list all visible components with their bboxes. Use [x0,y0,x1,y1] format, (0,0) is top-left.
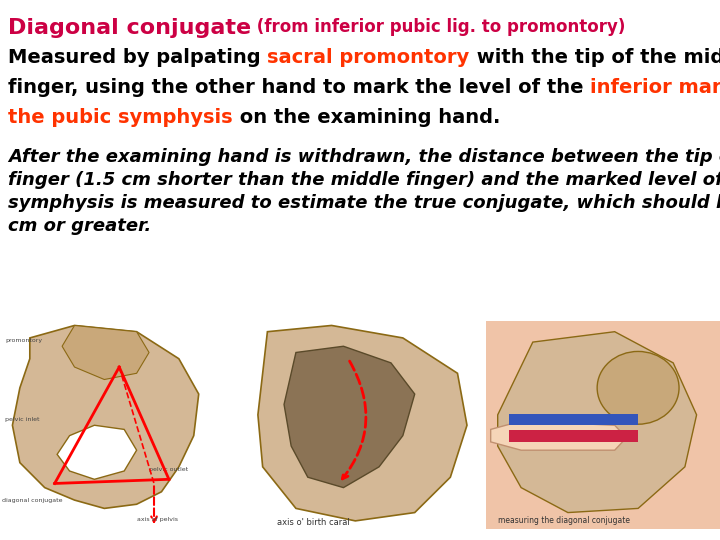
Polygon shape [62,326,149,380]
Text: promontory: promontory [5,338,42,343]
Bar [510,414,638,426]
Text: on the examining hand.: on the examining hand. [233,108,500,127]
Polygon shape [498,332,697,512]
Polygon shape [486,321,720,529]
Text: sacral promontory: sacral promontory [267,48,469,67]
Text: Measured by palpating: Measured by palpating [8,48,267,67]
Polygon shape [12,326,199,509]
Polygon shape [258,326,467,521]
Text: finger, using the other hand to mark the level of the: finger, using the other hand to mark the… [8,78,590,97]
Polygon shape [491,421,626,450]
Text: (from inferior pubic lig. to promontory): (from inferior pubic lig. to promontory) [251,18,626,36]
Text: pelvic inlet: pelvic inlet [5,417,40,422]
Text: Diagonal conjugate: Diagonal conjugate [8,18,251,38]
Ellipse shape [597,352,679,424]
Text: After the examining hand is withdrawn, the distance between the tip of the index: After the examining hand is withdrawn, t… [8,148,720,235]
Polygon shape [284,346,415,488]
Text: pelvic outlet: pelvic outlet [149,467,188,472]
Polygon shape [57,426,137,480]
Text: diagonal conjugate: diagonal conjugate [2,498,63,503]
Text: measuring the diagonal conjugate: measuring the diagonal conjugate [498,516,630,525]
Text: axis o' birth caral: axis o' birth caral [277,518,350,527]
Text: axis of pelvis: axis of pelvis [137,517,178,522]
Text: the pubic symphysis: the pubic symphysis [8,108,233,127]
Bar [510,430,638,442]
Text: inferior margin of: inferior margin of [590,78,720,97]
Text: with the tip of the middle: with the tip of the middle [469,48,720,67]
